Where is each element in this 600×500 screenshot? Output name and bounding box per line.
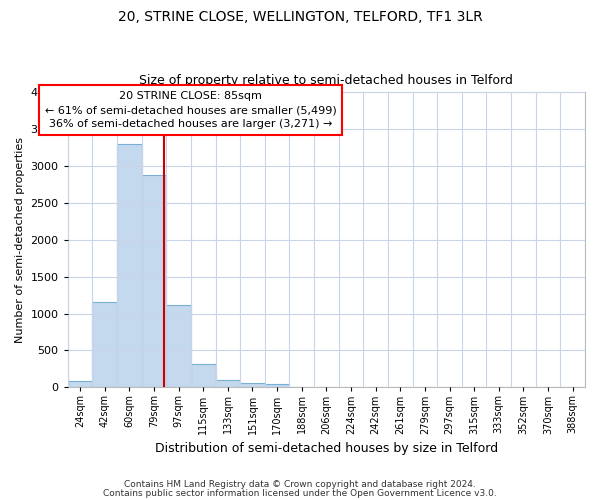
Title: Size of property relative to semi-detached houses in Telford: Size of property relative to semi-detach… — [139, 74, 513, 87]
Text: Contains public sector information licensed under the Open Government Licence v3: Contains public sector information licen… — [103, 488, 497, 498]
Text: 20 STRINE CLOSE: 85sqm
← 61% of semi-detached houses are smaller (5,499)
36% of : 20 STRINE CLOSE: 85sqm ← 61% of semi-det… — [45, 91, 337, 129]
Bar — [68, 382, 92, 388]
Bar — [92, 302, 117, 388]
Text: Contains HM Land Registry data © Crown copyright and database right 2024.: Contains HM Land Registry data © Crown c… — [124, 480, 476, 489]
Y-axis label: Number of semi-detached properties: Number of semi-detached properties — [15, 137, 25, 343]
Text: 20, STRINE CLOSE, WELLINGTON, TELFORD, TF1 3LR: 20, STRINE CLOSE, WELLINGTON, TELFORD, T… — [118, 10, 482, 24]
Bar — [215, 380, 240, 388]
X-axis label: Distribution of semi-detached houses by size in Telford: Distribution of semi-detached houses by … — [155, 442, 498, 455]
Bar — [117, 144, 142, 388]
Bar — [240, 384, 265, 388]
Bar — [265, 384, 289, 388]
Bar — [166, 304, 191, 388]
Bar — [142, 175, 166, 388]
Bar — [191, 364, 215, 388]
